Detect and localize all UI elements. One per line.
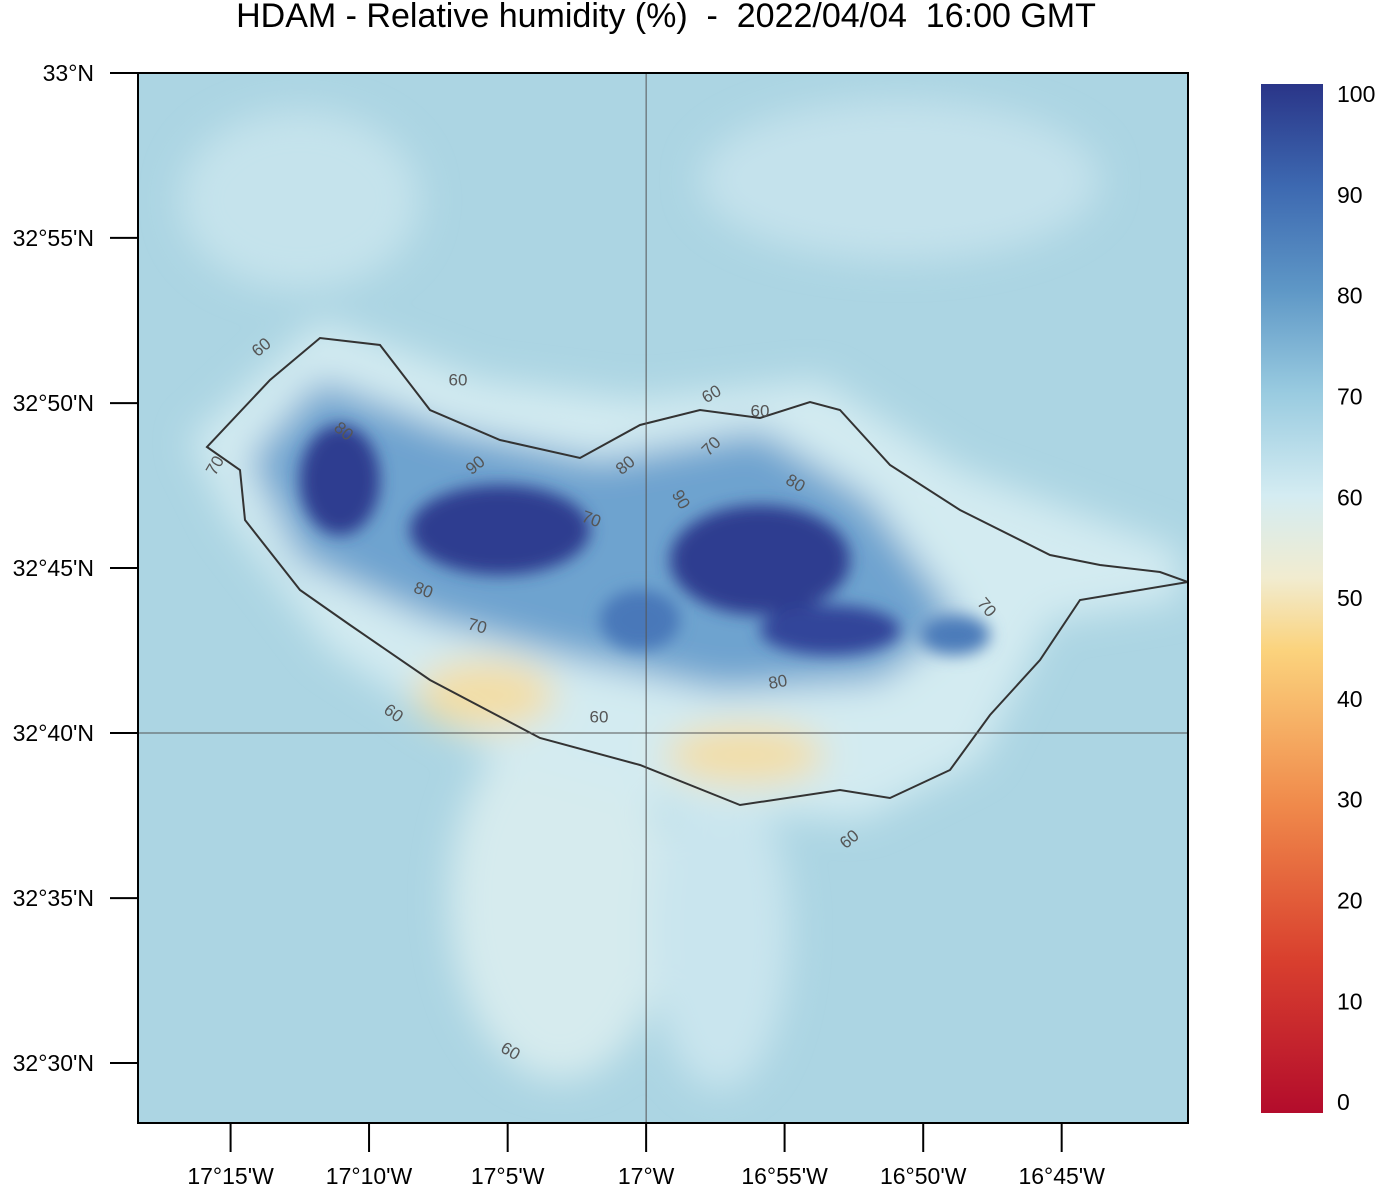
- lon-tick-label: 16°50'W: [880, 1163, 967, 1189]
- coastline: [205, 336, 1188, 807]
- lat-tick-label: 32°30'N: [13, 1050, 94, 1076]
- lon-tick-label: 17°W: [618, 1163, 675, 1189]
- contour-label: 70: [466, 614, 489, 637]
- colorbar-tick-label: 0: [1337, 1089, 1350, 1115]
- lat-tick-label: 32°55'N: [13, 225, 94, 251]
- colorbar-tick-label: 30: [1337, 787, 1363, 813]
- colorbar-tick-label: 100: [1337, 81, 1375, 107]
- colorbar-tick-label: 70: [1337, 383, 1363, 409]
- lat-tick-label: 32°40'N: [13, 720, 94, 746]
- lon-tick-label: 17°10'W: [326, 1163, 413, 1189]
- colorbar-tick-label: 90: [1337, 182, 1363, 208]
- graticule: [138, 73, 1188, 1123]
- colorbar: [1261, 84, 1323, 1113]
- colorbar-tick-label: 60: [1337, 484, 1363, 510]
- lat-tick-label: 33°N: [43, 60, 94, 86]
- colorbar-tick-label: 50: [1337, 585, 1363, 611]
- contour-label: 80: [767, 671, 789, 693]
- colorbar-tick-label: 80: [1337, 283, 1363, 309]
- contour-label: 60: [449, 370, 468, 389]
- contour-label: 60: [590, 707, 609, 726]
- map-frame: [137, 72, 1189, 1124]
- lon-tick-label: 17°5'W: [471, 1163, 545, 1189]
- colorbar-tick-label: 10: [1337, 988, 1363, 1014]
- colorbar-tick-label: 20: [1337, 887, 1363, 913]
- contour-label: 60: [751, 401, 770, 420]
- lat-tick-label: 32°45'N: [13, 555, 94, 581]
- lon-tick-label: 16°45'W: [1018, 1163, 1105, 1189]
- lat-tick-label: 32°35'N: [13, 885, 94, 911]
- map-title: HDAM - Relative humidity (%) - 2022/04/0…: [236, 0, 1096, 35]
- lon-tick-label: 17°15'W: [187, 1163, 274, 1189]
- colorbar-tick-label: 40: [1337, 686, 1363, 712]
- lon-tick-label: 16°55'W: [741, 1163, 828, 1189]
- humidity-field: [138, 73, 1188, 1123]
- lat-tick-label: 32°50'N: [13, 390, 94, 416]
